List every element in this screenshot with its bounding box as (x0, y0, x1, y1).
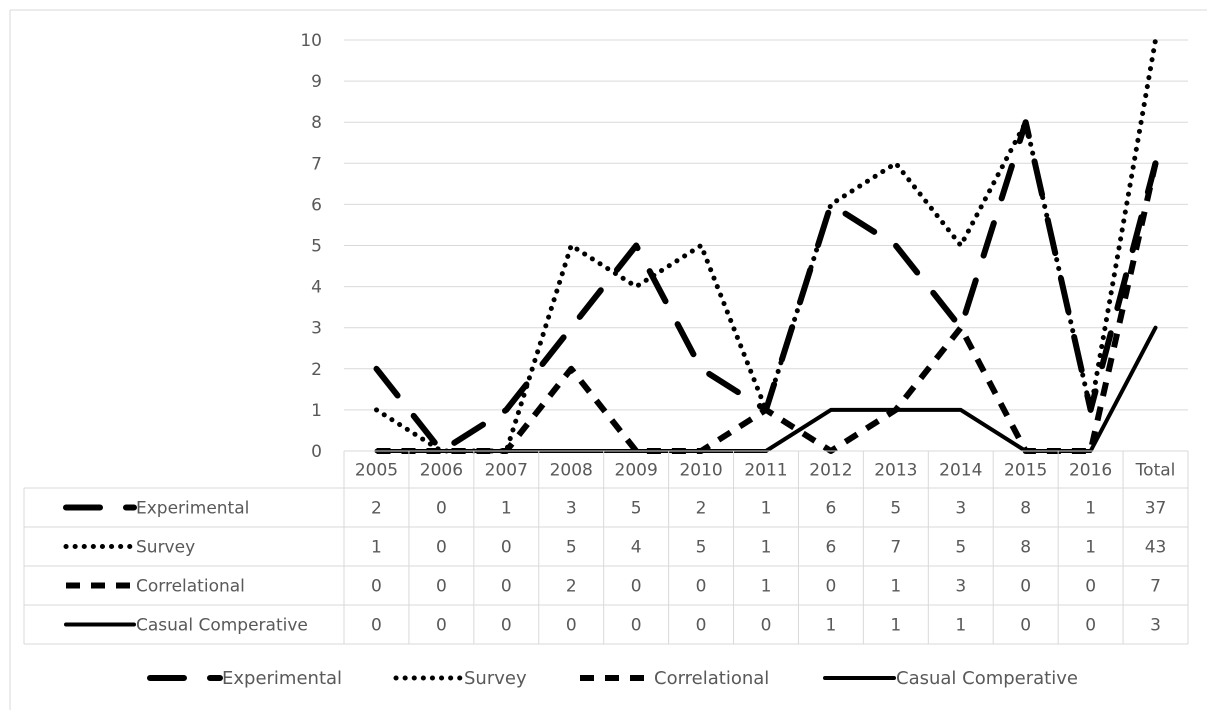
table-cell: 2 (566, 577, 577, 597)
table-header-cell: 2011 (744, 461, 787, 481)
table-cell: 1 (761, 577, 772, 597)
table-header-cell: 2010 (679, 461, 722, 481)
table-cell: 6 (826, 538, 837, 558)
table-cell: 2 (696, 499, 707, 519)
table-cell: 2 (371, 499, 382, 519)
table-row-label: Survey (136, 538, 195, 558)
table-cell: 8 (1020, 499, 1031, 519)
table-header-cell: 2015 (1004, 461, 1047, 481)
table-cell: 6 (826, 499, 837, 519)
legend: Experimental Survey Correlational Casual Co… (147, 668, 1078, 689)
table-cell: 0 (631, 616, 642, 636)
table-cell: 3 (955, 577, 966, 597)
table-cell: 43 (1145, 538, 1167, 558)
y-tick-label: 8 (311, 113, 322, 133)
y-tick-label: 5 (311, 237, 322, 257)
table-cell: 0 (1020, 616, 1031, 636)
table-cell: 7 (890, 538, 901, 558)
y-axis-tick-labels: 0 1 2 3 4 5 6 7 8 9 10 (300, 31, 322, 462)
table-cell: 0 (501, 616, 512, 636)
table-cell: 1 (955, 616, 966, 636)
table-header-cell: 2013 (874, 461, 917, 481)
legend-label: Survey (464, 668, 527, 689)
table-cell: 1 (761, 499, 772, 519)
table-cell: 1 (761, 538, 772, 558)
table-cell: 5 (566, 538, 577, 558)
table-cell: 0 (501, 577, 512, 597)
table-cell: 3 (1150, 616, 1161, 636)
table-header-cell: 2006 (420, 461, 463, 481)
table-cell: 1 (826, 616, 837, 636)
table-header-cell: 2008 (550, 461, 593, 481)
table-cell: 5 (890, 499, 901, 519)
y-tick-label: 10 (300, 31, 322, 51)
table-cell: 0 (436, 616, 447, 636)
table-cell: 0 (826, 577, 837, 597)
table-row-label: Casual Comperative (136, 616, 308, 636)
table-cell: 0 (696, 616, 707, 636)
table-cell: 0 (761, 616, 772, 636)
table-cell: 0 (436, 538, 447, 558)
data-table: 2005 2006 2007 2008 2009 2010 2011 2012 2013 2014… (23, 450, 1189, 645)
table-header-cell: 2016 (1069, 461, 1112, 481)
table-cell: 1 (371, 538, 382, 558)
y-tick-label: 7 (311, 154, 322, 174)
table-cell: 0 (1020, 577, 1031, 597)
y-tick-label: 0 (311, 442, 322, 462)
table-header-cell: 2005 (355, 461, 398, 481)
y-tick-label: 9 (311, 72, 322, 92)
table-cell: 0 (566, 616, 577, 636)
y-tick-label: 6 (311, 195, 322, 215)
y-tick-label: 1 (311, 401, 322, 421)
table-cell: 1 (890, 616, 901, 636)
table-cell: 5 (631, 499, 642, 519)
table-cell: 1 (1085, 499, 1096, 519)
y-tick-label: 2 (311, 360, 322, 380)
table-cell: 0 (501, 538, 512, 558)
table-cell: 0 (436, 577, 447, 597)
table-cell: 5 (955, 538, 966, 558)
y-tick-label: 3 (311, 319, 322, 339)
table-cell: 0 (631, 577, 642, 597)
table-cell: 0 (696, 577, 707, 597)
table-cell: 37 (1145, 499, 1167, 519)
table-cell: 7 (1150, 577, 1161, 597)
table-cell: 0 (371, 577, 382, 597)
table-cell: 1 (501, 499, 512, 519)
legend-label: Casual Comperative (896, 668, 1078, 689)
table-cell: 1 (1085, 538, 1096, 558)
table-cell: 0 (1085, 577, 1096, 597)
table-cell: 4 (631, 538, 642, 558)
table-header-cell: 2012 (809, 461, 852, 481)
table-row-label: Experimental (136, 499, 249, 519)
table-header-cell: 2009 (615, 461, 658, 481)
table-cell: 1 (890, 577, 901, 597)
table-cell: 3 (566, 499, 577, 519)
legend-label: Experimental (222, 668, 342, 689)
table-cell: 0 (371, 616, 382, 636)
legend-label: Correlational (654, 668, 769, 689)
y-tick-label: 4 (311, 278, 322, 298)
table-cell: 0 (1085, 616, 1096, 636)
table-cell: 5 (696, 538, 707, 558)
table-header-cell: Total (1135, 461, 1176, 481)
table-header-cell: 2007 (485, 461, 528, 481)
table-row-label: Correlational (136, 577, 245, 597)
table-cell: 8 (1020, 538, 1031, 558)
table-cell: 0 (436, 499, 447, 519)
table-cell: 3 (955, 499, 966, 519)
table-header-cell: 2014 (939, 461, 982, 481)
